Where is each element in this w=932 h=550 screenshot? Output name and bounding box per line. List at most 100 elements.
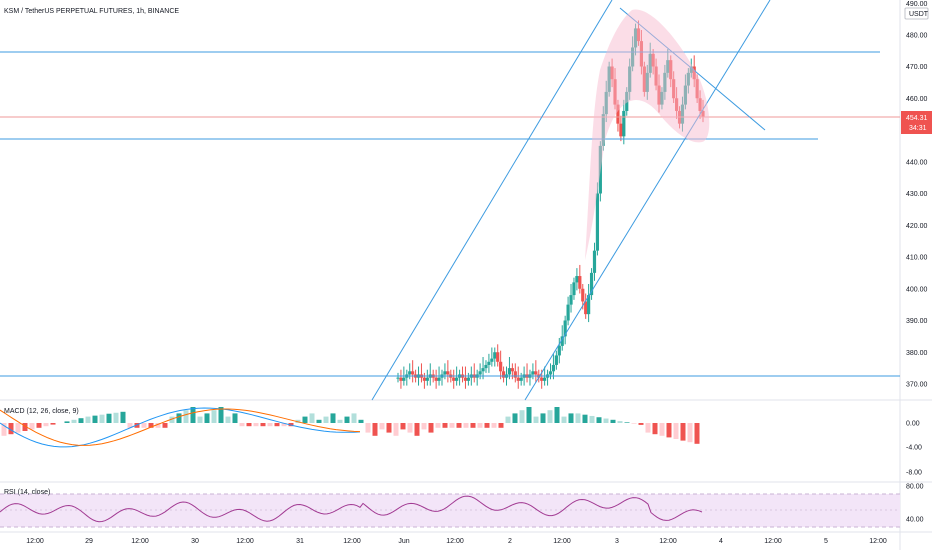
macd-bar bbox=[421, 423, 427, 430]
rsi-ticks: 80.00 40.00 bbox=[906, 484, 924, 524]
time-tick-label: 12:00 bbox=[659, 538, 677, 545]
macd-bar bbox=[442, 423, 448, 428]
price-tick-label: 460.00 bbox=[906, 96, 928, 103]
symbol-title: KSM / TetherUS PERPETUAL FUTURES, 1h, BI… bbox=[4, 8, 179, 15]
macd-bar bbox=[120, 411, 126, 423]
time-tick-label: 3 bbox=[615, 538, 619, 545]
candle-body bbox=[425, 377, 429, 381]
macd-bar bbox=[99, 414, 105, 423]
macd-bar bbox=[43, 423, 49, 427]
macd-bar bbox=[134, 423, 140, 428]
candle-body bbox=[551, 364, 556, 372]
macd-bar bbox=[386, 423, 392, 433]
candle-body bbox=[411, 371, 415, 375]
macd-bar bbox=[582, 414, 588, 423]
macd-bar bbox=[211, 410, 217, 423]
macd-ticks: 0.00 -4.00 -8.00 bbox=[906, 421, 922, 477]
macd-bar bbox=[568, 413, 574, 423]
candle-body bbox=[484, 364, 488, 369]
currency-box bbox=[904, 7, 929, 20]
rsi-tick-label: 40.00 bbox=[906, 517, 924, 524]
macd-bar bbox=[666, 423, 672, 438]
rsi-line bbox=[0, 495, 703, 523]
candle-body bbox=[563, 320, 567, 337]
macd-bar bbox=[596, 417, 602, 423]
currency-label: USDT bbox=[909, 11, 929, 18]
channel-lower-line[interactable] bbox=[524, 0, 771, 401]
macd-bar bbox=[92, 415, 98, 423]
macd-bar bbox=[225, 416, 231, 423]
macd-bar bbox=[232, 413, 238, 423]
price-ticks: 480.00470.00460.00450.00440.00430.00420.… bbox=[906, 32, 928, 388]
macd-bar bbox=[309, 413, 315, 423]
macd-bar bbox=[78, 418, 84, 423]
candle-body bbox=[560, 336, 564, 346]
candle-body bbox=[481, 368, 485, 372]
macd-bar bbox=[603, 418, 609, 423]
candle-body bbox=[493, 352, 497, 359]
candle-body bbox=[455, 377, 459, 381]
price-axis[interactable]: 490.00 USDT bbox=[904, 1, 929, 20]
macd-bar bbox=[400, 423, 406, 430]
candle-body bbox=[510, 368, 514, 372]
price-tick-label: 420.00 bbox=[906, 223, 928, 230]
macd-bar bbox=[323, 416, 329, 423]
candle-body bbox=[534, 371, 538, 375]
macd-bar bbox=[239, 423, 245, 427]
macd-signal-line bbox=[0, 408, 361, 446]
macd-bar bbox=[526, 407, 532, 423]
candle-body bbox=[399, 377, 403, 381]
macd-bar bbox=[148, 423, 154, 428]
candle-body bbox=[499, 361, 503, 372]
macd-bar bbox=[113, 412, 119, 423]
candle-body bbox=[501, 371, 506, 378]
macd-label: MACD (12, 26, close, 9) bbox=[4, 408, 79, 415]
macd-bar bbox=[477, 423, 483, 428]
candle-body bbox=[554, 355, 558, 365]
macd-bar bbox=[463, 423, 469, 428]
candle-body bbox=[578, 276, 582, 289]
macd-bar bbox=[204, 413, 210, 423]
candle-body bbox=[516, 377, 520, 381]
macd-bar bbox=[449, 423, 455, 428]
candle-body bbox=[496, 352, 500, 362]
macd-bar bbox=[414, 423, 420, 436]
macd-bar bbox=[162, 423, 168, 428]
macd-bar bbox=[253, 423, 259, 427]
last-price-label: 454.31 bbox=[906, 115, 928, 122]
candle-body bbox=[408, 371, 412, 375]
price-tick-label: 410.00 bbox=[906, 255, 928, 262]
macd-bar bbox=[15, 423, 21, 433]
macd-bar bbox=[183, 410, 189, 423]
macd-bar bbox=[428, 423, 434, 433]
macd-bar bbox=[610, 419, 616, 423]
trend-drawings bbox=[0, 0, 900, 401]
macd-bar bbox=[246, 423, 252, 427]
macd-bar bbox=[533, 416, 539, 423]
candle-body bbox=[575, 276, 579, 283]
candle-body bbox=[463, 377, 468, 381]
macd-bar bbox=[680, 423, 686, 441]
time-tick-label: 12:00 bbox=[343, 538, 361, 545]
macd-bar bbox=[351, 413, 357, 423]
macd-tick-label: 0.00 bbox=[906, 421, 920, 428]
price-tick-label: 440.00 bbox=[906, 159, 928, 166]
macd-bar bbox=[645, 423, 651, 433]
macd-bar bbox=[372, 423, 378, 436]
macd-bar bbox=[29, 423, 35, 430]
time-axis[interactable]: 12:00 29 12:00 30 12:00 31 12:00 Jun 12:00 2 12:00… bbox=[26, 538, 887, 545]
macd-bar bbox=[302, 416, 308, 423]
macd-bar bbox=[456, 423, 462, 428]
channel-upper-line[interactable] bbox=[371, 0, 613, 401]
candle-body bbox=[437, 377, 441, 381]
macd-bar bbox=[407, 423, 413, 433]
candle-body bbox=[589, 272, 594, 296]
macd-bar bbox=[554, 407, 560, 423]
macd-bar bbox=[561, 416, 567, 423]
macd-bar bbox=[659, 423, 665, 436]
candle-body bbox=[619, 123, 623, 137]
macd-bar bbox=[176, 413, 182, 423]
macd-bar bbox=[127, 423, 133, 428]
